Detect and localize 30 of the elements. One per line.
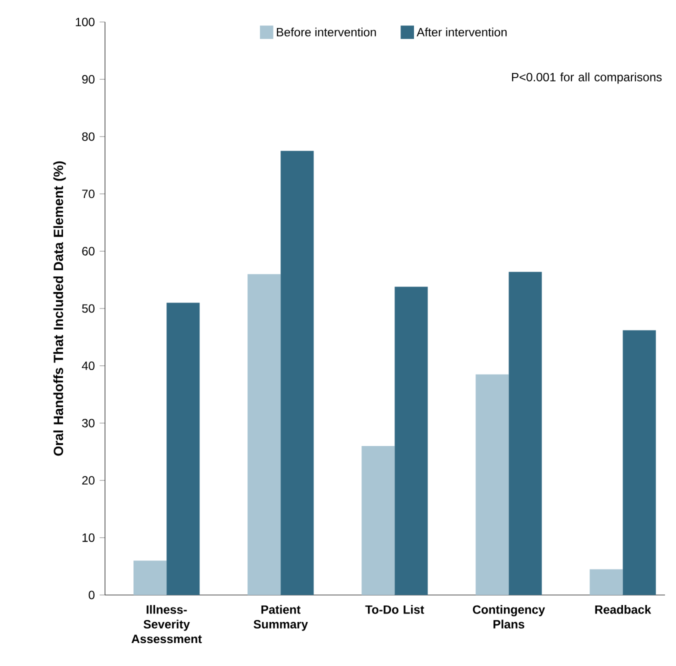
bar <box>134 560 167 595</box>
bar <box>248 274 281 595</box>
y-tick-label: 10 <box>82 533 94 542</box>
x-tick-label: To-Do List <box>365 605 424 614</box>
x-tick-label: Readback <box>595 605 652 614</box>
y-tick-label: 0 <box>88 590 94 600</box>
legend-label: Before intervention <box>276 28 376 36</box>
bar <box>476 374 509 595</box>
y-tick-label: 90 <box>82 75 94 84</box>
bar <box>622 330 656 595</box>
bar <box>394 286 428 595</box>
legend-label: After intervention <box>416 28 507 36</box>
y-tick-label: 70 <box>82 190 94 198</box>
x-tick-label: Illness-Severity Assessment <box>132 605 202 644</box>
x-tick-label: Patient Summary <box>254 605 308 631</box>
y-tick-label: 20 <box>82 476 94 485</box>
y-axis-title: Oral Handoffs That Included Data Element (%) <box>53 161 66 456</box>
bar <box>362 446 395 595</box>
bar <box>590 569 623 595</box>
y-tick-label: 50 <box>82 304 94 313</box>
bar <box>166 302 200 595</box>
y-tick-label: 30 <box>82 418 94 428</box>
y-tick-label: 40 <box>82 362 94 370</box>
x-tick-label: Contingency Plans <box>472 605 546 629</box>
y-tick-label: 80 <box>82 132 94 141</box>
y-tick-label: 100 <box>76 18 94 26</box>
annotation: P<0.001 for all comparisons <box>512 72 662 84</box>
bar <box>280 150 314 595</box>
bar <box>508 272 542 595</box>
y-tick-label: 60 <box>82 246 94 256</box>
